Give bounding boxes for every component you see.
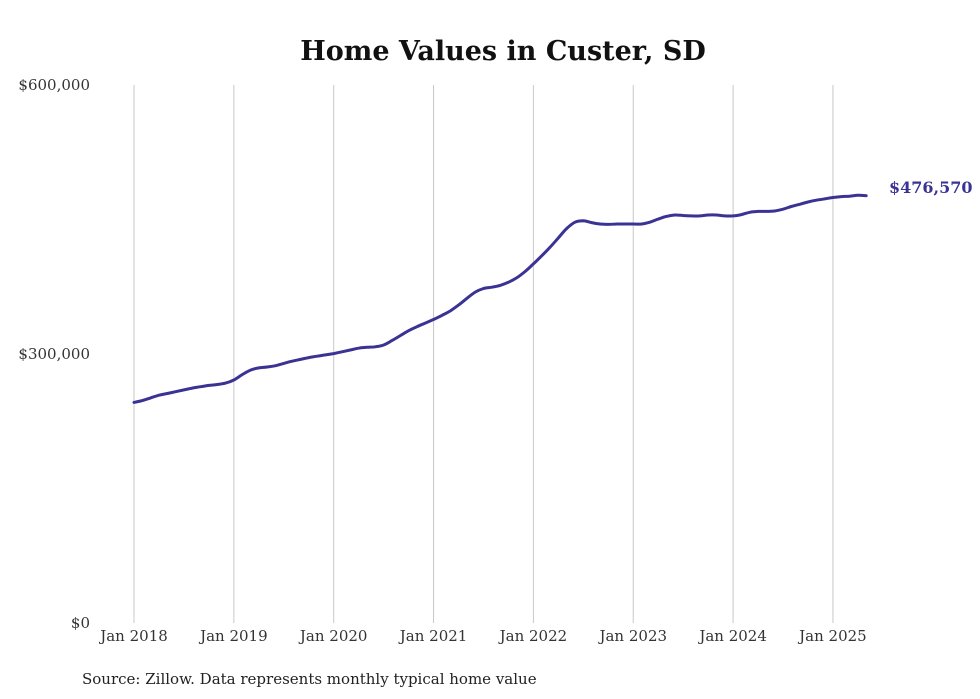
chart-title: Home Values in Custer, SD: [300, 36, 706, 67]
y-tick-label: $0: [71, 614, 90, 632]
x-tick-label: Jan 2023: [597, 627, 667, 645]
x-tick-label: Jan 2022: [498, 627, 568, 645]
x-tick-label: Jan 2025: [797, 627, 867, 645]
x-axis-tick-labels: Jan 2018 Jan 2019 Jan 2020 Jan 2021 Jan 2022…: [98, 627, 867, 645]
series-line-home-value: [132, 193, 868, 404]
end-value-label: $476,570: [889, 178, 973, 197]
x-tick-label: Jan 2018: [98, 627, 168, 645]
x-tick-label: Jan 2021: [398, 627, 468, 645]
x-tick-label: Jan 2024: [697, 627, 767, 645]
x-tick-label: Jan 2019: [198, 627, 268, 645]
y-tick-label: $300,000: [18, 345, 90, 363]
y-axis-tick-labels: $0 $300,000 $600,000: [18, 76, 90, 632]
gridlines: [133, 85, 834, 623]
source-note: Source: Zillow. Data represents monthly …: [82, 670, 537, 688]
y-tick-label: $600,000: [18, 76, 90, 94]
x-tick-label: Jan 2020: [298, 627, 368, 645]
